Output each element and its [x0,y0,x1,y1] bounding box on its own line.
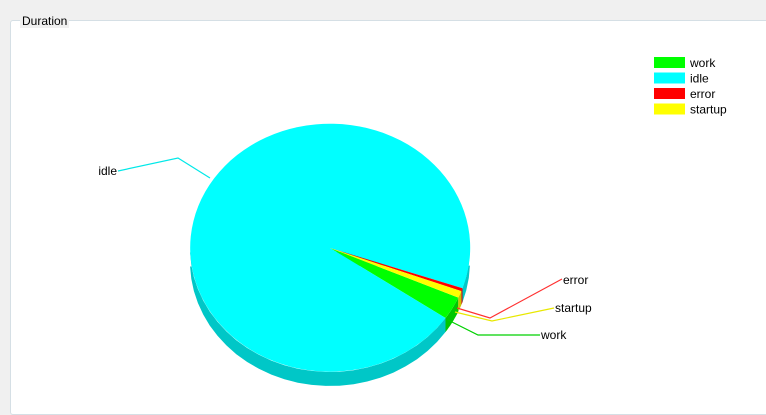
pie-side-startup [458,291,462,312]
pie-slices [190,123,471,372]
pie-side-work [445,297,459,332]
legend-swatch-error [654,88,685,99]
legend-label-error: error [690,87,715,101]
legend-swatch-idle [654,72,685,84]
leader-line-idle [117,157,211,179]
pie-slice-idle [190,123,471,372]
legend-label-work: work [689,56,716,70]
slice-label-startup: startup [555,301,592,315]
leader-line-error [456,278,563,319]
pie-slice-startup [330,248,462,298]
leader-line-work [447,319,540,336]
pie-side-error [461,288,463,306]
legend-label-idle: idle [690,72,709,86]
leader-line-startup [454,307,555,322]
pie-slice-work [330,248,459,318]
slice-label-idle: idle [98,164,117,178]
legend-label-startup: startup [690,103,727,117]
pie-labels: idle error startup work [98,157,592,342]
slice-label-work: work [540,328,567,342]
legend-swatch-work [654,57,685,68]
legend-swatch-startup [654,103,685,115]
group-title: Duration [20,14,70,28]
slice-label-error: error [563,273,588,287]
pie-slice-error [330,248,463,292]
